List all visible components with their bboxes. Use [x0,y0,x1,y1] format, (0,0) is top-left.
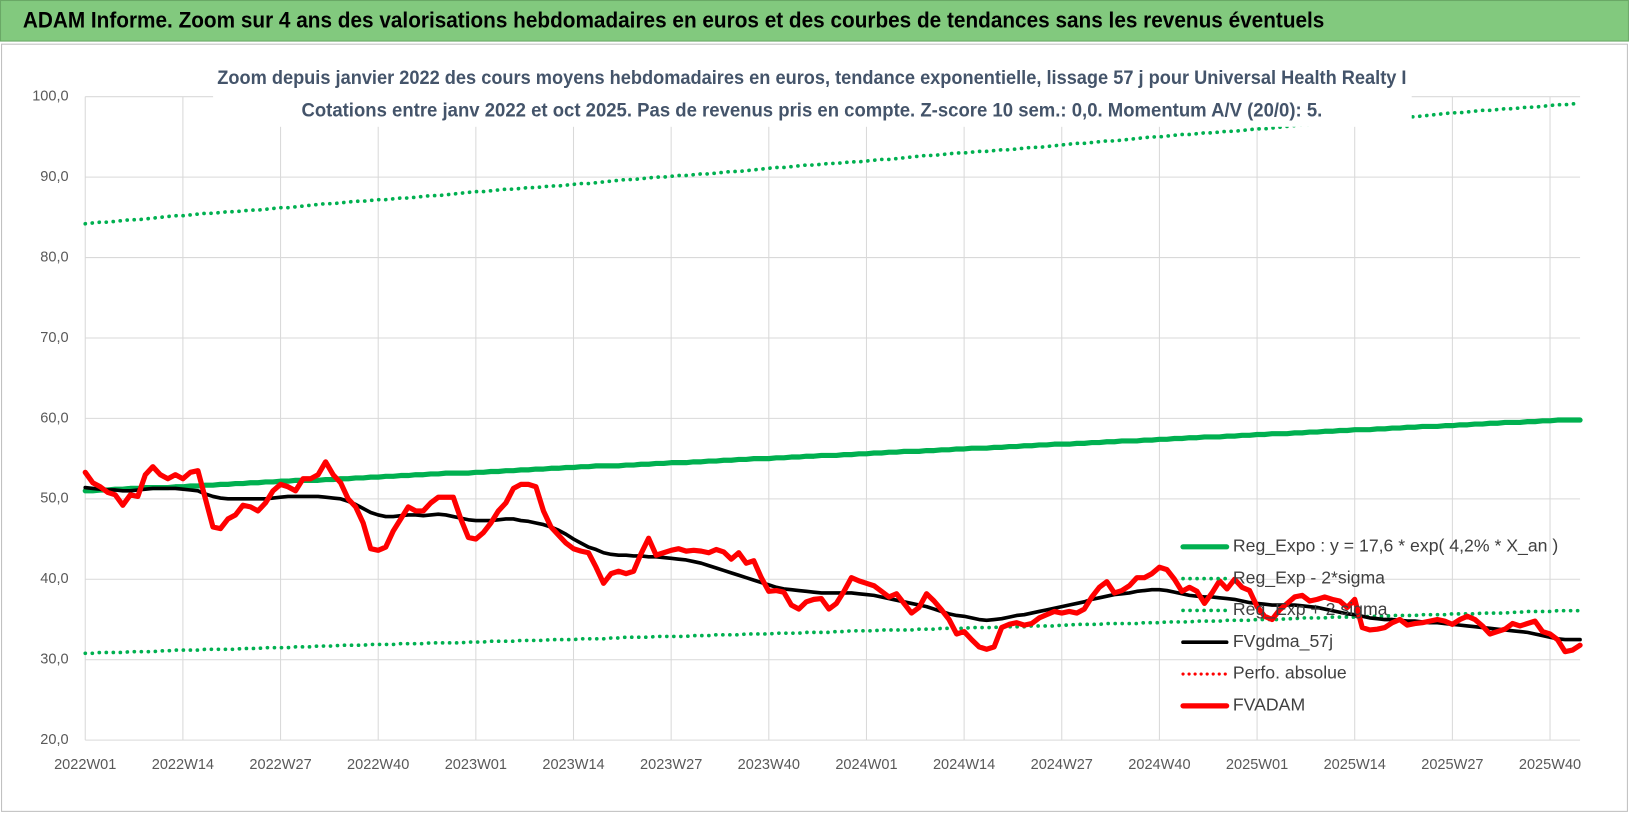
x-tick-label: 2023W40 [738,757,800,773]
header-band [0,0,1629,42]
y-tick-label: 80,0 [40,249,68,265]
x-tick-label: 2022W27 [249,757,311,773]
y-tick-label: 30,0 [40,652,68,668]
x-tick-label: 2024W27 [1031,757,1093,773]
legend: Reg_Expo : y = 17,6 * exp( 4,2% * X_an )… [1180,535,1558,715]
x-tick-label: 2025W01 [1226,757,1288,773]
legend-label: Reg_Exp + 2 sigma [1233,599,1388,620]
legend-label: FVgdma_57j [1233,631,1333,652]
x-tick-label: 2023W01 [445,757,507,773]
x-tick-label: 2022W40 [347,757,409,773]
y-tick-label: 50,0 [40,491,68,507]
x-tick-label: 2023W27 [640,757,702,773]
legend-label: FVADAM [1233,695,1305,715]
x-tick-label: 2024W40 [1128,757,1190,773]
y-tick-label: 90,0 [40,169,68,185]
x-tick-label: 2024W01 [835,757,897,773]
y-tick-label: 40,0 [40,571,68,587]
x-tick-label: 2025W14 [1324,757,1386,773]
series-line [83,101,1582,226]
x-tick-label: 2022W14 [152,757,214,773]
legend-label: Reg_Expo : y = 17,6 * exp( 4,2% * X_an ) [1233,535,1558,556]
y-tick-label: 20,0 [40,732,68,748]
series-line [82,459,1583,655]
x-tick-label: 2025W27 [1421,757,1483,773]
subtitle-line: Zoom depuis janvier 2022 des cours moyen… [217,67,1406,89]
x-tick-label: 2025W40 [1519,757,1581,773]
series-line [83,608,1582,656]
subtitle-box [213,62,1412,127]
x-tick-label: 2024W14 [933,757,995,773]
legend-label: Perfo. absolue [1233,663,1347,683]
legend-label: Reg_Exp - 2*sigma [1233,567,1385,588]
chart-frame [1,43,1628,812]
series-line [83,485,1582,642]
x-tick-label: 2022W01 [54,757,116,773]
y-tick-label: 100,0 [32,89,68,105]
x-tick-label: 2023W14 [542,757,604,773]
subtitle-line: Cotations entre janv 2022 et oct 2025. P… [301,99,1322,121]
page-title: ADAM Informe. Zoom sur 4 ans des valoris… [23,8,1325,33]
y-tick-label: 60,0 [40,410,68,426]
y-tick-label: 70,0 [40,330,68,346]
